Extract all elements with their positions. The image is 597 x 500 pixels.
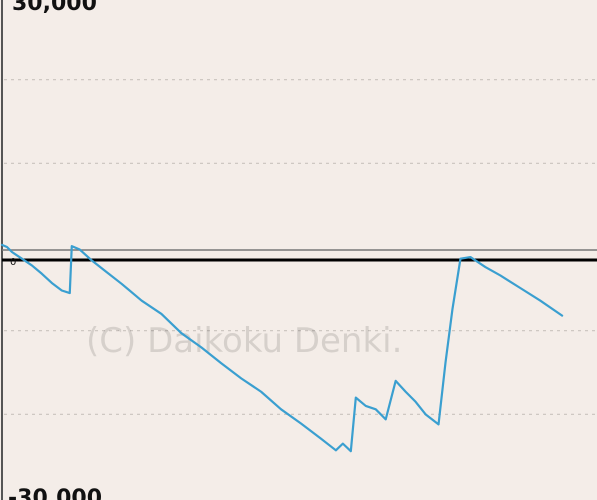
watermark-text: (C) Daikoku Denki.	[86, 321, 402, 361]
label-layer: 30,000 0 -30,000	[8, 0, 102, 500]
y-tick-label-1: 30,000	[12, 0, 97, 16]
watermark-layer: (C) Daikoku Denki.	[86, 321, 402, 361]
y-tick-label-3: -30,000	[8, 486, 102, 500]
grid-layer	[4, 79, 597, 415]
series-line	[0, 243, 564, 453]
series-layer	[0, 243, 564, 453]
y-tick-label-2: 0	[10, 257, 16, 268]
